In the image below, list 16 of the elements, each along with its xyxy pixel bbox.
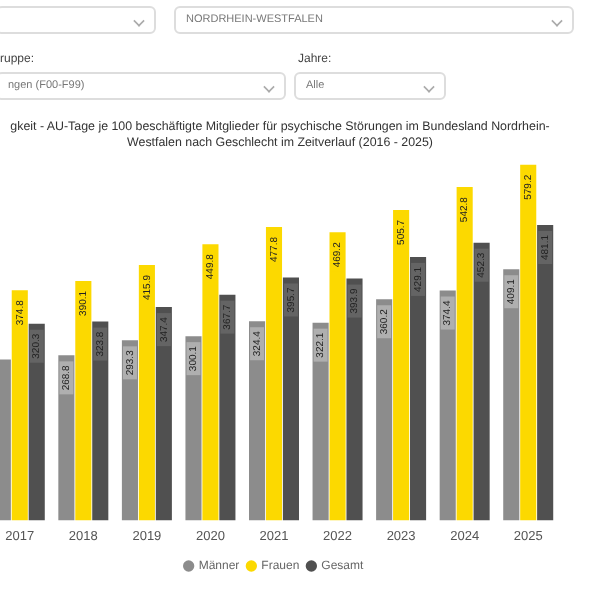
bar [219,294,236,521]
bar [503,269,520,521]
bar [282,277,299,521]
bar [520,164,537,521]
bar [537,225,554,521]
bar [376,299,393,521]
bar [75,280,92,521]
bar [473,242,490,521]
bar [265,227,283,521]
bar [346,278,363,521]
bar [329,232,346,521]
bar [393,209,410,521]
bar [410,256,427,521]
bar [138,265,155,521]
bar [202,244,219,521]
bar [456,187,473,521]
